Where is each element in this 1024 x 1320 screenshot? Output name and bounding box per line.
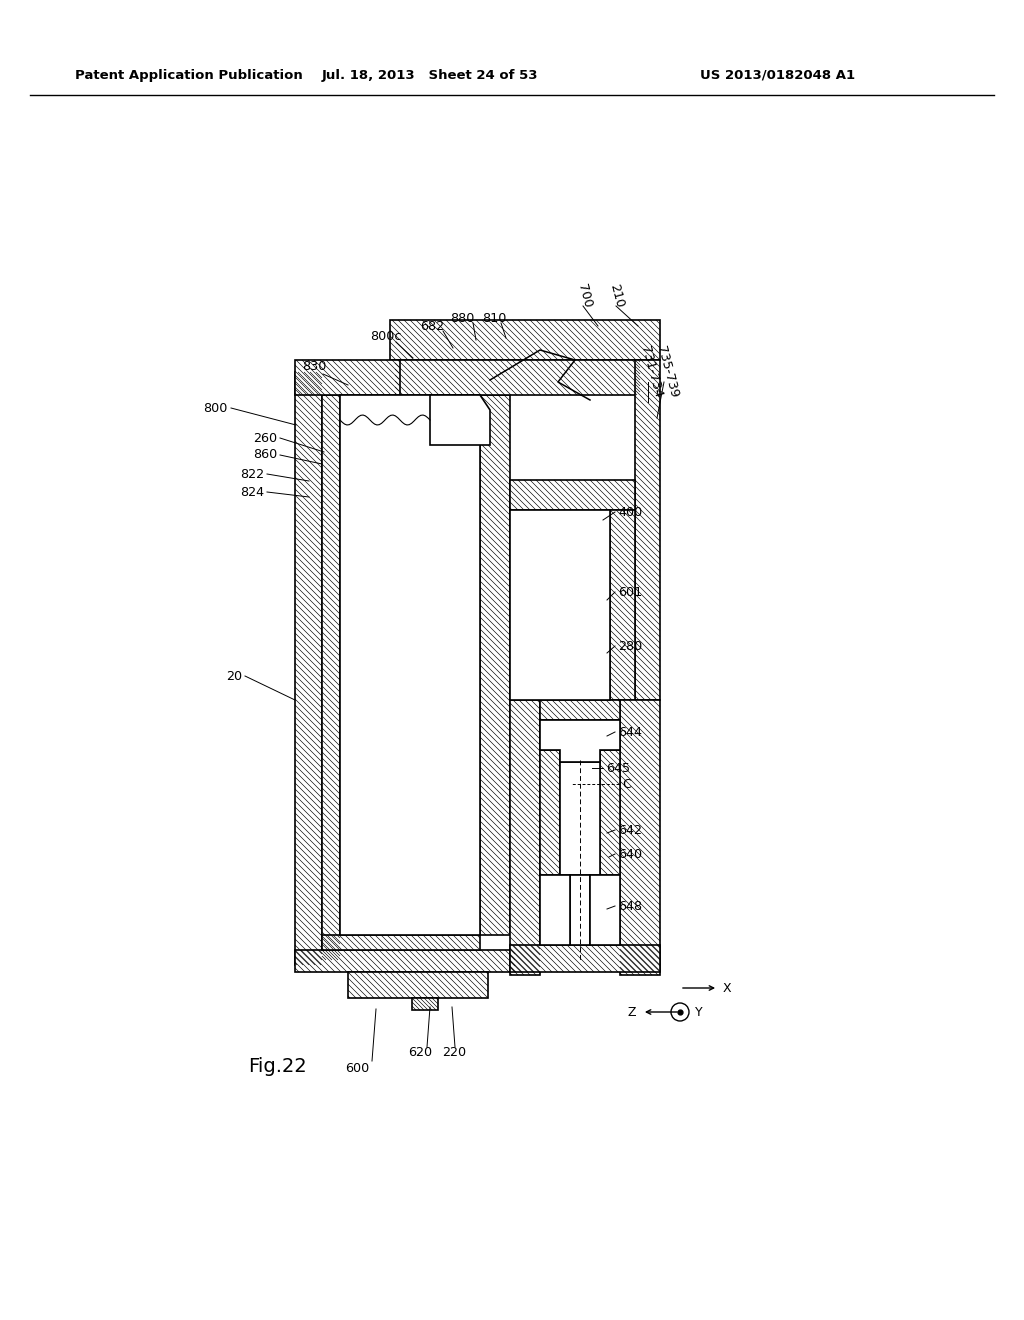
Polygon shape	[340, 430, 480, 445]
Text: 682: 682	[420, 319, 444, 333]
Polygon shape	[322, 935, 480, 950]
Polygon shape	[510, 945, 660, 972]
Text: 600: 600	[345, 1063, 369, 1076]
Polygon shape	[590, 875, 620, 945]
Text: 824: 824	[240, 486, 264, 499]
Text: Y: Y	[695, 1006, 702, 1019]
Text: Z: Z	[628, 1006, 637, 1019]
Polygon shape	[540, 700, 620, 719]
Text: 822: 822	[240, 467, 264, 480]
Polygon shape	[480, 395, 510, 935]
Polygon shape	[610, 510, 635, 700]
Polygon shape	[590, 875, 600, 945]
Text: Patent Application Publication: Patent Application Publication	[75, 69, 303, 82]
Text: 880: 880	[450, 312, 474, 325]
Text: 20: 20	[226, 669, 242, 682]
Polygon shape	[295, 950, 515, 972]
Text: 731-734: 731-734	[638, 345, 665, 400]
Text: 280: 280	[618, 639, 642, 652]
Polygon shape	[412, 998, 438, 1010]
Text: 860: 860	[253, 449, 278, 462]
Text: 601: 601	[618, 586, 642, 598]
Text: 400: 400	[618, 506, 642, 519]
Text: 260: 260	[253, 432, 278, 445]
Polygon shape	[560, 750, 600, 762]
Polygon shape	[510, 700, 540, 975]
Polygon shape	[390, 319, 660, 360]
Polygon shape	[510, 480, 635, 510]
Polygon shape	[560, 762, 600, 875]
Text: 644: 644	[618, 726, 642, 738]
Text: US 2013/0182048 A1: US 2013/0182048 A1	[700, 69, 855, 82]
Polygon shape	[348, 972, 488, 998]
Text: 700: 700	[575, 282, 594, 309]
Text: 620: 620	[408, 1047, 432, 1060]
Polygon shape	[560, 875, 570, 945]
Polygon shape	[295, 372, 322, 965]
Text: 830: 830	[302, 360, 327, 374]
Text: 735-739: 735-739	[654, 345, 680, 400]
Text: X: X	[723, 982, 731, 994]
Polygon shape	[540, 750, 560, 875]
Text: 220: 220	[442, 1047, 466, 1060]
Text: 645: 645	[606, 762, 630, 775]
Text: 810: 810	[482, 312, 507, 325]
Text: 640: 640	[618, 847, 642, 861]
Polygon shape	[322, 395, 340, 960]
Polygon shape	[540, 719, 560, 750]
Polygon shape	[395, 360, 640, 395]
Text: 210: 210	[607, 282, 626, 309]
Text: 642: 642	[618, 824, 642, 837]
Polygon shape	[540, 719, 620, 762]
Polygon shape	[510, 510, 610, 700]
Polygon shape	[295, 360, 400, 395]
Polygon shape	[635, 360, 660, 700]
Text: 648: 648	[618, 899, 642, 912]
Polygon shape	[540, 875, 570, 945]
Polygon shape	[430, 395, 490, 445]
Text: Jul. 18, 2013   Sheet 24 of 53: Jul. 18, 2013 Sheet 24 of 53	[322, 69, 539, 82]
Text: Fig.22: Fig.22	[248, 1057, 307, 1077]
Polygon shape	[570, 875, 590, 945]
Polygon shape	[600, 750, 620, 875]
Polygon shape	[340, 395, 480, 935]
Text: 800: 800	[204, 401, 228, 414]
Polygon shape	[600, 719, 620, 750]
Text: 800c: 800c	[370, 330, 401, 343]
Polygon shape	[620, 700, 660, 975]
Text: C: C	[622, 777, 631, 791]
